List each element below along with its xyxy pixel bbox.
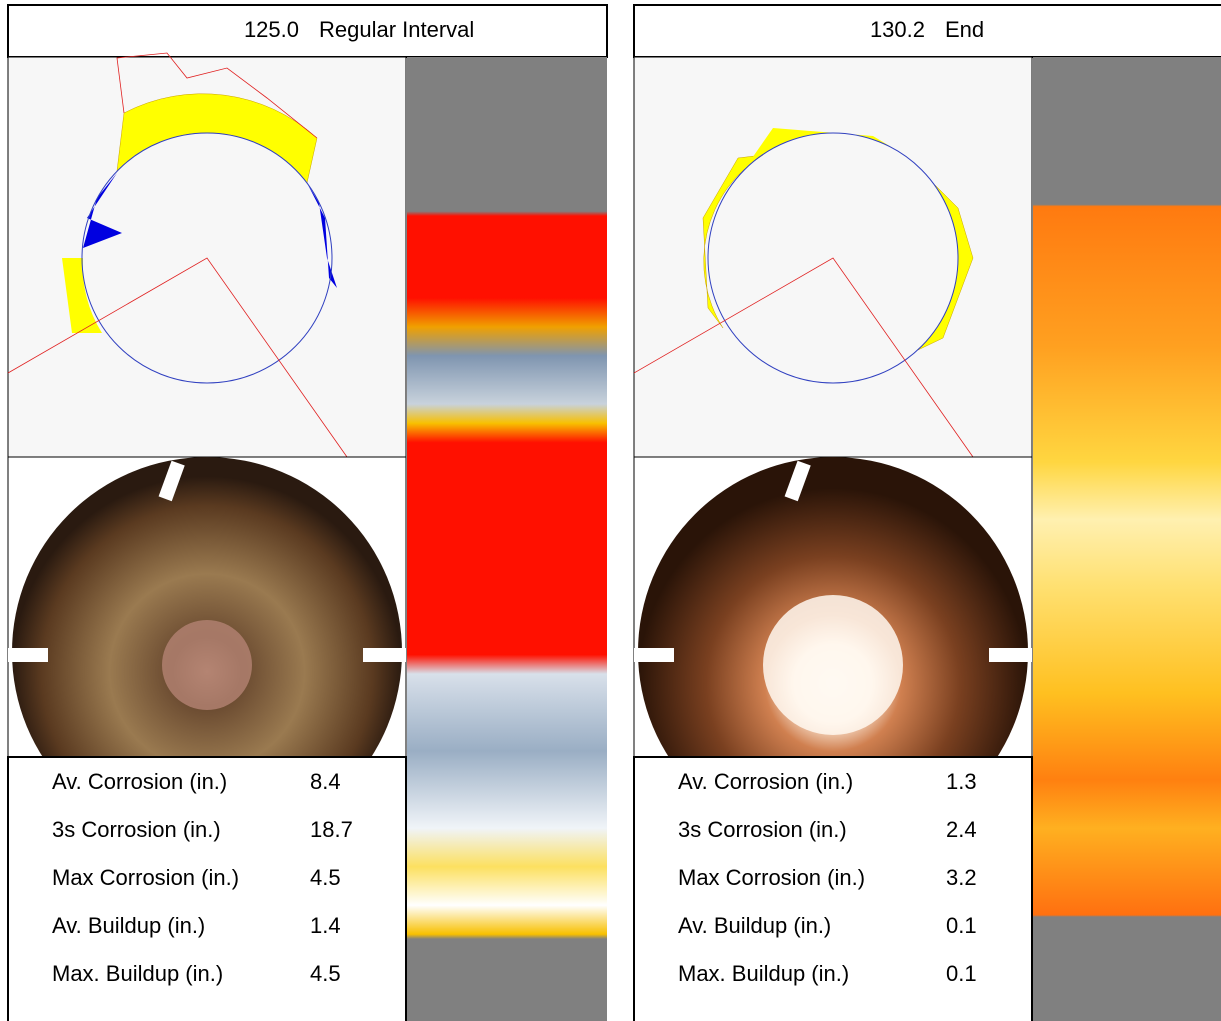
- inspection-panel: 130.2 End Av. Corrosion (in.) 1.3 3s Corrosi…: [633, 4, 1221, 1021]
- buildup-area: [743, 128, 893, 171]
- stat-value: 0.1: [946, 913, 977, 938]
- light-flare: [784, 460, 811, 502]
- panel-header: [7, 4, 608, 58]
- stat-value: 4.5: [310, 961, 341, 986]
- panel-header: [633, 4, 1221, 58]
- buildup-area: [702, 154, 764, 329]
- stat-value: 18.7: [310, 817, 353, 842]
- pipe-outline: [707, 132, 959, 384]
- stat-label: 3s Corrosion (in.): [52, 817, 221, 842]
- light-flare: [989, 648, 1032, 662]
- scan-strip: [1033, 57, 1221, 1021]
- stat-label: Max Corrosion (in.): [678, 865, 865, 890]
- scan-strip: [407, 57, 607, 1021]
- stat-label: Max. Buildup (in.): [678, 961, 849, 986]
- light-flare: [363, 648, 406, 662]
- position-label: 130.2: [870, 17, 925, 42]
- status-label: End: [945, 17, 984, 42]
- light-flare: [158, 460, 185, 502]
- inspection-panel: 125.0 Regular Interval Av. Corrosion (in.)…: [7, 4, 608, 1021]
- stat-value: 0.1: [946, 961, 977, 986]
- stat-value: 3.2: [946, 865, 977, 890]
- stat-label: Av. Corrosion (in.): [678, 769, 853, 794]
- light-flare: [634, 648, 674, 662]
- stat-label: Av. Corrosion (in.): [52, 769, 227, 794]
- pipe-outline: [81, 132, 333, 384]
- pipe-opening: [763, 595, 903, 735]
- stat-value: 2.4: [946, 817, 977, 842]
- position-label: 125.0: [244, 17, 299, 42]
- stat-value: 1.4: [310, 913, 341, 938]
- light-flare: [8, 648, 48, 662]
- profile-trace: [116, 52, 318, 139]
- stat-value: 1.3: [946, 769, 977, 794]
- scan-sector: [633, 257, 974, 458]
- stats-table: [633, 756, 1033, 1021]
- stat-label: 3s Corrosion (in.): [678, 817, 847, 842]
- stat-value: 8.4: [310, 769, 341, 794]
- stat-label: Av. Buildup (in.): [52, 913, 205, 938]
- corrosion-area: [83, 173, 122, 248]
- stat-label: Max. Buildup (in.): [52, 961, 223, 986]
- stat-label: Av. Buildup (in.): [678, 913, 831, 938]
- status-label: Regular Interval: [319, 17, 474, 42]
- stat-label: Max Corrosion (in.): [52, 865, 239, 890]
- scan-sector: [7, 257, 348, 458]
- pipe-opening: [162, 620, 252, 710]
- buildup-area: [62, 258, 102, 333]
- stat-value: 4.5: [310, 865, 341, 890]
- stats-table: [7, 756, 407, 1021]
